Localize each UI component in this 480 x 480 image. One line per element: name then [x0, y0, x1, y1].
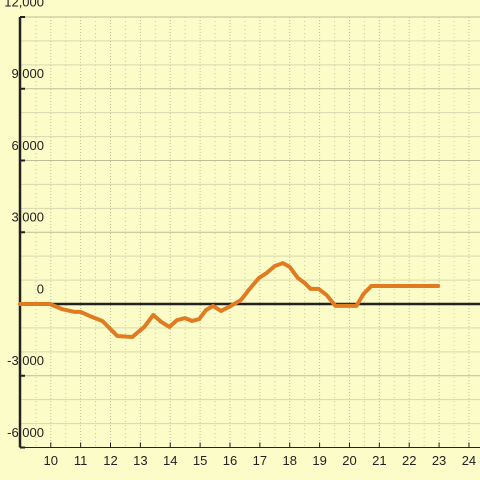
x-tick-label: 24 [462, 453, 476, 468]
line-series [18, 261, 441, 339]
x-tick-label: 20 [342, 453, 356, 468]
x-tick-label: 15 [193, 453, 207, 468]
x-tick-label: 19 [312, 453, 326, 468]
y-tick-label: 0 [37, 281, 44, 296]
x-tick-label: 13 [133, 453, 147, 468]
x-tick-label: 16 [223, 453, 237, 468]
y-tick-label: -6,000 [7, 425, 44, 440]
x-tick-label: 23 [432, 453, 446, 468]
y-tick-label: 9,000 [11, 66, 44, 81]
y-tick-label: 12,000 [4, 0, 44, 9]
x-tick-label: 21 [372, 453, 386, 468]
x-tick-label: 11 [74, 453, 88, 468]
x-tick-label: 12 [103, 453, 117, 468]
y-tick-label: -3,000 [7, 353, 44, 368]
x-tick-label: 14 [163, 453, 177, 468]
y-tick-label: 3,000 [11, 210, 44, 225]
y-tick-label: 6,000 [11, 138, 44, 153]
x-tick-label: 17 [253, 453, 267, 468]
x-tick-label: 10 [44, 453, 58, 468]
x-tick-label: 22 [402, 453, 416, 468]
x-tick-label: 18 [282, 453, 296, 468]
